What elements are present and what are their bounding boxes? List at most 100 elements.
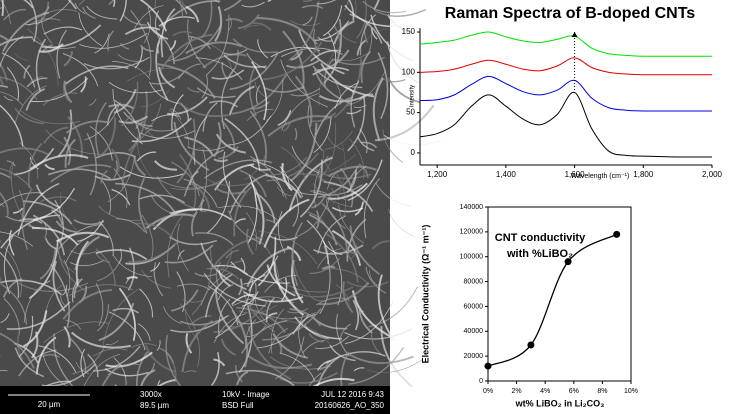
strand [312,184,363,196]
strand [312,183,352,207]
strand [18,315,34,358]
strand [380,325,413,388]
strand [158,16,195,27]
strand [63,51,74,67]
strand [310,49,342,62]
strand [0,370,8,372]
x-tick-label: 6% [569,388,579,395]
strand [365,266,387,294]
strand [177,223,189,272]
x-tick-label: 2% [512,388,522,395]
series-line [419,91,713,158]
strand [13,207,24,214]
strand [177,63,201,80]
strand [306,219,329,265]
strand [348,353,414,364]
strand [348,0,355,21]
strand [0,332,35,369]
strand [185,332,193,354]
strand [291,222,303,286]
strand [285,182,317,196]
strand [35,184,62,209]
plot-frame [487,206,632,382]
strand [280,59,329,108]
strand [116,218,146,233]
strand [150,262,161,272]
strand [3,95,14,101]
strand [43,26,82,35]
strand [0,251,20,299]
strand [158,347,174,364]
strand [79,32,148,49]
strand [53,333,77,391]
strand [335,284,350,306]
strand [234,218,246,224]
strand [241,320,288,354]
strand [371,240,390,250]
strand [67,116,83,159]
strand [325,351,386,364]
y-tick-label: 0 [411,148,416,157]
chart-title: Raman Spectra of B-doped CNTs [445,5,696,22]
strand [100,170,108,184]
strand [14,347,44,378]
strand [315,96,354,136]
strand [78,12,102,47]
strand [298,316,306,358]
strand [143,6,151,43]
strand [313,244,364,255]
strand [200,198,205,212]
strand [3,297,20,336]
strand [206,267,239,280]
detector: BSD Full [222,401,254,410]
strand [0,313,10,324]
strand [356,136,375,152]
strand [62,80,69,102]
strand [237,316,270,325]
strand [125,275,135,284]
strand [101,179,112,215]
strand [388,208,416,238]
strand [41,24,102,49]
strand [95,248,116,287]
strand [386,41,419,84]
strand [350,243,358,260]
series-line [419,31,712,57]
strand [349,138,365,179]
strand [213,121,222,158]
strand [22,0,34,9]
strand [98,302,135,342]
strand [63,80,73,104]
strand [340,167,354,208]
strand [112,61,151,80]
strand [317,165,359,199]
strand [366,359,423,373]
strand [195,147,213,151]
strand [188,35,211,50]
strand [38,280,51,285]
strand [245,319,257,349]
strand [313,69,352,105]
strand [238,305,253,374]
strand [137,323,151,341]
strand [111,148,120,173]
strand [122,14,147,26]
strand [331,143,346,205]
strand [107,30,114,52]
strand [191,182,211,210]
strand [227,49,239,79]
strand [70,331,131,349]
strand [118,287,137,341]
strand [187,87,200,93]
strand [112,88,143,145]
strand [374,9,426,17]
strand [220,260,244,276]
strand [118,115,149,124]
strand [243,255,279,285]
strand [325,130,353,150]
strand [45,129,112,155]
strand [178,0,184,18]
strand [98,221,114,257]
strand [38,345,77,373]
strand [112,307,140,314]
